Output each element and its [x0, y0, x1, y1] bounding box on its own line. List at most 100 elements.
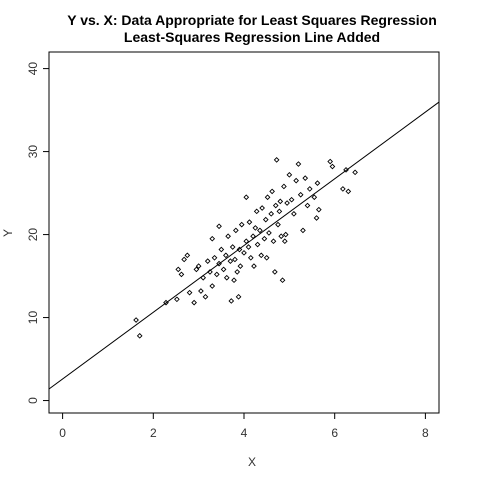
data-point: [133, 317, 139, 323]
x-axis-label: X: [248, 455, 256, 469]
data-point: [327, 158, 333, 165]
data-point: [304, 202, 311, 209]
data-point: [278, 233, 285, 240]
data-point: [286, 171, 293, 178]
data-point: [345, 188, 352, 195]
data-point: [258, 252, 265, 259]
data-point: [284, 200, 290, 206]
data-point: [195, 263, 202, 269]
x-tick-label: 8: [422, 426, 429, 440]
y-axis-label: Y: [1, 229, 15, 237]
data-point: [254, 241, 261, 248]
data-point: [315, 206, 322, 213]
data-point: [227, 258, 234, 264]
data-point: [250, 233, 256, 240]
data-point: [329, 163, 336, 170]
data-point: [198, 288, 204, 294]
y-tick-label: 40: [26, 62, 40, 76]
data-point: [247, 254, 254, 261]
data-point: [243, 238, 250, 245]
data-point: [257, 227, 263, 234]
data-point: [306, 186, 313, 192]
regression-line: [48, 101, 440, 390]
y-tick-label: 0: [26, 397, 40, 404]
data-point: [191, 299, 197, 306]
data-point: [343, 167, 349, 173]
data-point: [277, 198, 284, 205]
data-point: [207, 269, 213, 275]
data-point: [291, 210, 297, 217]
data-point: [174, 296, 180, 303]
data-point: [209, 235, 216, 242]
data-point: [235, 293, 242, 300]
y-tick-label: 30: [26, 145, 40, 159]
data-point: [238, 221, 245, 228]
data-point: [314, 180, 321, 186]
data-point: [243, 194, 250, 201]
data-point: [281, 183, 287, 190]
x-tick-label: 2: [150, 426, 157, 440]
data-point: [200, 274, 207, 281]
data-point: [340, 186, 346, 192]
data-point: [225, 233, 231, 240]
data-point: [269, 188, 275, 195]
data-point: [213, 271, 220, 278]
chart-subtitle: Least-Squares Regression Line Added: [124, 29, 380, 45]
data-point: [263, 254, 270, 261]
plot-frame: [48, 51, 440, 414]
data-point: [229, 244, 236, 250]
data-point: [300, 227, 306, 234]
data-point: [252, 225, 259, 231]
y-axis: 0 10 20 30 40: [26, 62, 49, 404]
y-tick-label: 20: [26, 228, 40, 242]
data-point: [273, 157, 280, 163]
data-point: [231, 277, 237, 284]
data-point: [245, 244, 252, 250]
data-point: [279, 277, 286, 284]
data-point: [251, 263, 257, 269]
data-point: [223, 252, 229, 259]
data-point: [352, 169, 358, 176]
x-tick-label: 0: [59, 426, 66, 440]
data-point: [253, 208, 260, 215]
data-points: [133, 157, 358, 339]
data-point: [184, 252, 191, 259]
data-point: [275, 221, 281, 228]
data-point: [297, 191, 304, 198]
data-point: [163, 299, 169, 306]
data-point: [186, 289, 193, 296]
data-point: [237, 263, 244, 269]
data-point: [272, 202, 279, 209]
data-point: [281, 238, 288, 245]
data-point: [202, 293, 209, 300]
data-point: [259, 205, 265, 211]
data-point: [311, 194, 318, 201]
data-point: [270, 238, 277, 245]
data-point: [276, 208, 283, 215]
x-tick-label: 6: [331, 426, 338, 440]
data-point: [302, 175, 309, 181]
data-point: [228, 298, 235, 304]
data-point: [211, 254, 218, 261]
data-point: [178, 271, 185, 278]
chart-title: Y vs. X: Data Appropriate for Least Squa…: [67, 12, 437, 28]
data-point: [264, 194, 271, 201]
data-point: [218, 246, 225, 253]
data-point: [236, 246, 243, 253]
data-point: [262, 216, 269, 223]
data-point: [223, 274, 230, 281]
data-point: [220, 266, 227, 273]
data-point: [209, 283, 216, 289]
data-point: [282, 231, 289, 238]
data-point: [233, 227, 239, 234]
plot-area: [48, 101, 440, 390]
data-point: [181, 256, 187, 263]
data-point: [266, 230, 272, 236]
data-point: [216, 260, 222, 267]
data-point: [136, 332, 143, 339]
data-point: [313, 215, 320, 221]
data-point: [216, 223, 222, 230]
data-point: [268, 210, 275, 217]
